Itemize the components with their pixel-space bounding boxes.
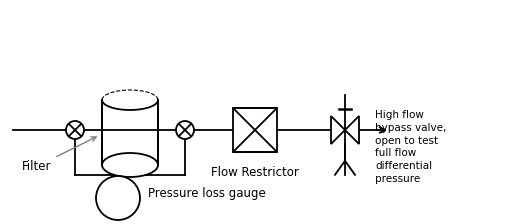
Text: Pressure loss gauge: Pressure loss gauge [148,187,266,200]
Circle shape [96,176,140,220]
Polygon shape [331,116,345,144]
Text: High flow
bypass valve,
open to test
full flow
differential
pressure: High flow bypass valve, open to test ful… [375,110,446,184]
Text: Flow Restrictor: Flow Restrictor [211,166,299,179]
Text: Filter: Filter [22,137,96,173]
Polygon shape [345,116,359,144]
Bar [102,100,158,165]
Circle shape [176,121,194,139]
Circle shape [66,121,84,139]
Bar [233,108,277,152]
Ellipse shape [102,153,158,177]
